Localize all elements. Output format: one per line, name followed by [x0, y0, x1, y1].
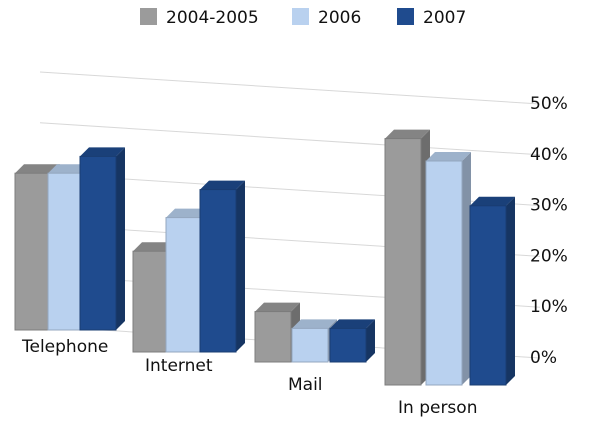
y-tick-label: 0% — [530, 348, 557, 368]
x-tick-label: Mail — [288, 375, 323, 395]
y-tick-label: 50% — [530, 94, 568, 114]
bar-face — [47, 172, 85, 331]
legend-swatch — [292, 8, 309, 25]
x-tick-label: Internet — [145, 356, 213, 376]
grid-line — [39, 71, 541, 105]
y-tick-label: 10% — [530, 297, 568, 317]
bar-face — [366, 319, 375, 362]
bar — [384, 129, 430, 386]
bar-face — [15, 164, 60, 174]
bar-face — [291, 327, 329, 363]
bar-face — [236, 180, 245, 352]
bar — [469, 196, 515, 386]
bar-face — [292, 319, 337, 329]
bar — [79, 147, 125, 331]
bar — [329, 319, 375, 363]
y-tick-label: 20% — [530, 246, 568, 266]
y-tick-label: 30% — [530, 196, 568, 216]
bar-face — [165, 217, 203, 353]
y-tick-label: 40% — [530, 145, 568, 165]
bar-face — [255, 302, 300, 312]
bar-face — [200, 180, 245, 190]
legend-swatch — [397, 8, 414, 25]
bar-face — [330, 319, 375, 329]
bar-face — [385, 129, 430, 139]
bar-face — [254, 311, 292, 363]
bar — [199, 180, 245, 353]
bar-face — [426, 152, 471, 161]
bar-face — [14, 172, 52, 331]
legend-label: 2004-2005 — [166, 8, 259, 28]
legend-swatch — [140, 8, 157, 25]
bar-face — [462, 152, 471, 385]
bar-face — [132, 250, 170, 353]
bar-face — [80, 147, 125, 157]
bar-face — [506, 196, 515, 385]
bar-face — [199, 189, 237, 353]
bar-face — [79, 155, 117, 331]
bar-face — [116, 147, 125, 330]
grid-line — [39, 122, 541, 156]
legend-label: 2007 — [423, 8, 466, 28]
bar-face — [329, 327, 367, 363]
legend-label: 2006 — [318, 8, 361, 28]
bar-face — [425, 160, 463, 386]
bar-face — [384, 138, 422, 386]
bar-face — [470, 196, 515, 206]
x-tick-label: In person — [398, 398, 477, 418]
x-tick-label: Telephone — [21, 337, 108, 357]
bar — [425, 152, 471, 386]
bar-face — [469, 205, 507, 386]
